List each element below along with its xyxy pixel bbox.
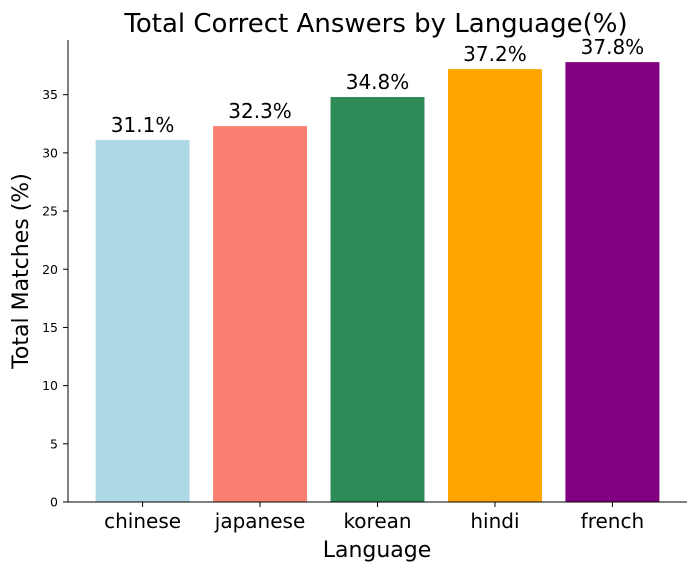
x-tick-label-chinese: chinese (104, 509, 181, 533)
x-tick-label-korean: korean (343, 509, 411, 533)
x-tick-label-french: french (581, 509, 644, 533)
y-tick-label-20: 20 (42, 262, 58, 277)
y-tick-label-10: 10 (42, 378, 58, 393)
bar-chinese (95, 140, 190, 502)
y-tick-label-25: 25 (42, 204, 58, 219)
bars-layer (95, 62, 660, 502)
y-axis-title: Total Matches (%) (9, 173, 34, 370)
y-tick-label-30: 30 (42, 145, 58, 160)
y-tick-label-15: 15 (42, 320, 58, 335)
x-axis-title: Language (323, 538, 432, 563)
data-label-korean: 34.8% (346, 70, 410, 94)
y-axis: 0 5 10 15 20 25 30 35 (42, 40, 69, 510)
y-tick-label-35: 35 (42, 87, 58, 102)
data-label-french: 37.8% (581, 35, 645, 59)
bar-hindi (447, 69, 542, 502)
bar-french (565, 62, 660, 502)
data-label-japanese: 32.3% (228, 99, 292, 123)
y-tick-label-0: 0 (50, 495, 58, 510)
x-axis: chinese japanese korean hindi french (68, 501, 687, 533)
bar-japanese (213, 126, 308, 502)
x-tick-label-hindi: hindi (470, 509, 519, 533)
bar-korean (330, 97, 425, 502)
data-labels-layer: 31.1% 32.3% 34.8% 37.2% 37.8% (111, 35, 644, 137)
data-label-hindi: 37.2% (463, 42, 527, 66)
x-tick-label-japanese: japanese (214, 509, 305, 533)
data-label-chinese: 31.1% (111, 113, 175, 137)
chart-title: Total Correct Answers by Language(%) (123, 9, 627, 39)
y-tick-label-5: 5 (50, 436, 58, 451)
